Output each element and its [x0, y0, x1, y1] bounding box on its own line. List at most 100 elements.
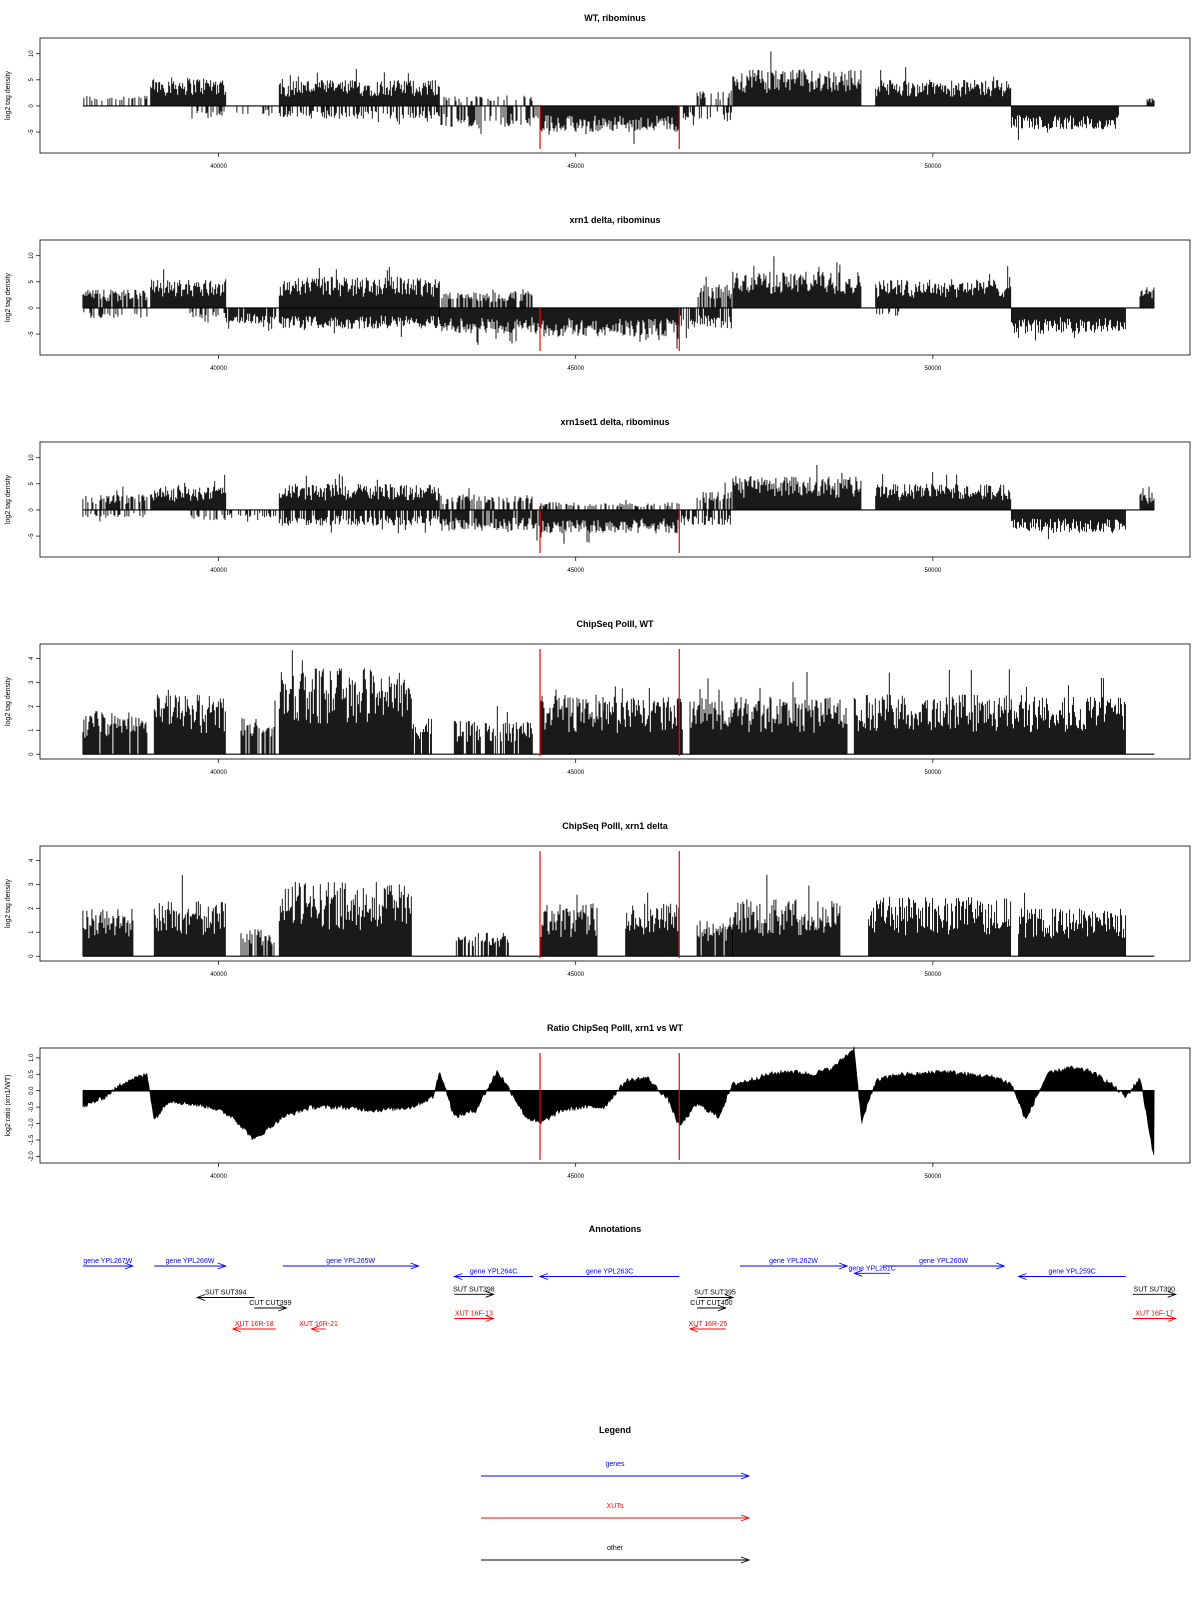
annotation-arrow [154, 1262, 227, 1270]
y-tick-label: 4 [29, 858, 35, 862]
x-tick-label: 45000 [567, 568, 584, 574]
annotation-arrow [254, 1304, 288, 1312]
annotation-arrow [697, 1294, 735, 1301]
x-tick-label: 45000 [567, 164, 584, 170]
y-tick-label: 1 [29, 930, 35, 934]
y-tick-label: 1.0 [29, 1053, 35, 1062]
legend-item: genes [481, 1461, 751, 1480]
signal-bars [82, 874, 1127, 957]
legend-item-label: genes [605, 1461, 625, 1468]
x-tick-label: 40000 [210, 972, 227, 978]
annotation-feature: XUT 16R-18 [231, 1321, 276, 1333]
y-axis-label: log2 ratio (xrn1/WT) [5, 1075, 12, 1137]
annotations-track: Annotations gene YPL267W gene YPL266W gene… [82, 1224, 1177, 1333]
annotation-label: gene YPL260W [919, 1258, 968, 1265]
annotation-label: gene YPL261C [848, 1265, 895, 1272]
annotation-label: gene YPL267W [83, 1258, 132, 1265]
x-tick-label: 45000 [567, 366, 584, 372]
annotation-label: SUT SUT398 [453, 1286, 495, 1293]
annotation-label: XUT 16R-18 [235, 1321, 274, 1328]
track-panel: ChipSeq PolII, WT log2 tag density 0 1 2 3 4 40… [5, 619, 1191, 776]
plot-frame [39, 1047, 1191, 1164]
track-panel: xrn1set1 delta, ribominus log2 tag densit… [5, 417, 1191, 574]
annotation-arrow [195, 1294, 255, 1301]
y-tick-label: 1 [29, 728, 35, 732]
signal-series [82, 464, 1155, 544]
y-tick-label: -2.0 [29, 1151, 35, 1162]
annotation-label: XUT 16F-13 [455, 1311, 493, 1318]
annotation-feature: CUT CUT399 [249, 1300, 292, 1312]
legend-item: XUTs [481, 1503, 751, 1522]
y-tick-label: 0 [29, 508, 35, 512]
signal-series [82, 256, 1155, 349]
y-tick-label: -1.5 [29, 1134, 35, 1145]
annotation-arrow [1017, 1273, 1126, 1280]
x-tick-label: 40000 [210, 366, 227, 372]
y-tick-label: 0 [29, 954, 35, 958]
x-tick-label: 50000 [925, 164, 942, 170]
legend: Legend genes XUTs other [481, 1425, 751, 1564]
y-tick-label: 10 [29, 252, 35, 259]
annotation-feature: gene YPL264C [453, 1269, 533, 1280]
annotation-arrow [688, 1325, 726, 1333]
y-tick-label: 5 [29, 77, 35, 81]
y-tick-label: 3 [29, 680, 35, 684]
panel-title: xrn1 delta, ribominus [569, 215, 660, 225]
annotation-label: gene YPL263C [586, 1269, 633, 1276]
y-tick-label: -5 [29, 533, 35, 539]
signal-bars [82, 464, 1155, 544]
annotation-label: XUT 16F-17 [1135, 1311, 1173, 1318]
annotation-arrow [853, 1269, 890, 1277]
annotation-arrow [453, 1273, 533, 1280]
x-tick-label: 40000 [210, 164, 227, 170]
annotation-arrow [454, 1290, 495, 1298]
annotation-feature: CUT CUT400 [690, 1300, 733, 1312]
panel-title: ChipSeq PolII, WT [577, 619, 654, 629]
y-tick-label: 0 [29, 104, 35, 108]
panel-title: xrn1set1 delta, ribominus [560, 417, 669, 427]
annotation-feature: gene YPL263C [538, 1269, 680, 1280]
y-tick-label: 2 [29, 704, 35, 708]
y-tick-label: -0.5 [29, 1101, 35, 1112]
annotation-label: gene YPL262W [769, 1258, 818, 1265]
signal-series [82, 1046, 1155, 1156]
y-axis-label: log2 tag density [5, 878, 12, 928]
y-tick-label: 5 [29, 279, 35, 283]
legend-item-label: other [607, 1545, 624, 1552]
annotation-label: gene YPL265W [326, 1258, 375, 1265]
annotation-feature: XUT 16F-13 [454, 1311, 495, 1322]
y-tick-label: 10 [29, 454, 35, 461]
legend-arrow [481, 1556, 751, 1564]
panel-title: ChipSeq PolII, xrn1 delta [562, 821, 669, 831]
ratio-area [82, 1046, 1155, 1156]
annotation-label: CUT CUT399 [249, 1300, 291, 1307]
annotation-arrow [538, 1273, 680, 1280]
annotation-arrow [1132, 1315, 1177, 1322]
track-panel: WT, ribominus log2 tag density -5 0 5 10 40000… [5, 13, 1191, 170]
signal-bars [83, 51, 1155, 144]
annotation-label: SUT SUT395 [694, 1290, 736, 1297]
annotation-feature: SUT SUT390 [1132, 1286, 1177, 1298]
panel-title: Ratio ChipSeq PolII, xrn1 vs WT [547, 1023, 684, 1033]
annotation-feature: SUT SUT398 [453, 1286, 495, 1298]
x-tick-label: 50000 [925, 568, 942, 574]
y-tick-label: 2 [29, 906, 35, 910]
annotation-feature: XUT 16R-25 [688, 1321, 727, 1333]
y-tick-label: 3 [29, 882, 35, 886]
y-tick-label: 0 [29, 306, 35, 310]
signal-bars [82, 650, 1126, 755]
plot-frame [39, 37, 1191, 154]
signal-series [82, 874, 1155, 957]
annotation-label: SUT SUT390 [1134, 1286, 1176, 1293]
legend-arrow [481, 1514, 751, 1522]
x-tick-label: 50000 [925, 972, 942, 978]
annotation-label: gene YPL266W [166, 1258, 215, 1265]
annotation-feature: XUT 16F-17 [1132, 1311, 1177, 1322]
x-tick-label: 40000 [210, 568, 227, 574]
x-tick-label: 50000 [925, 1174, 942, 1180]
plot-frame [39, 643, 1191, 760]
legend-arrow [481, 1472, 751, 1480]
y-axis-label: log2 tag density [5, 70, 12, 120]
